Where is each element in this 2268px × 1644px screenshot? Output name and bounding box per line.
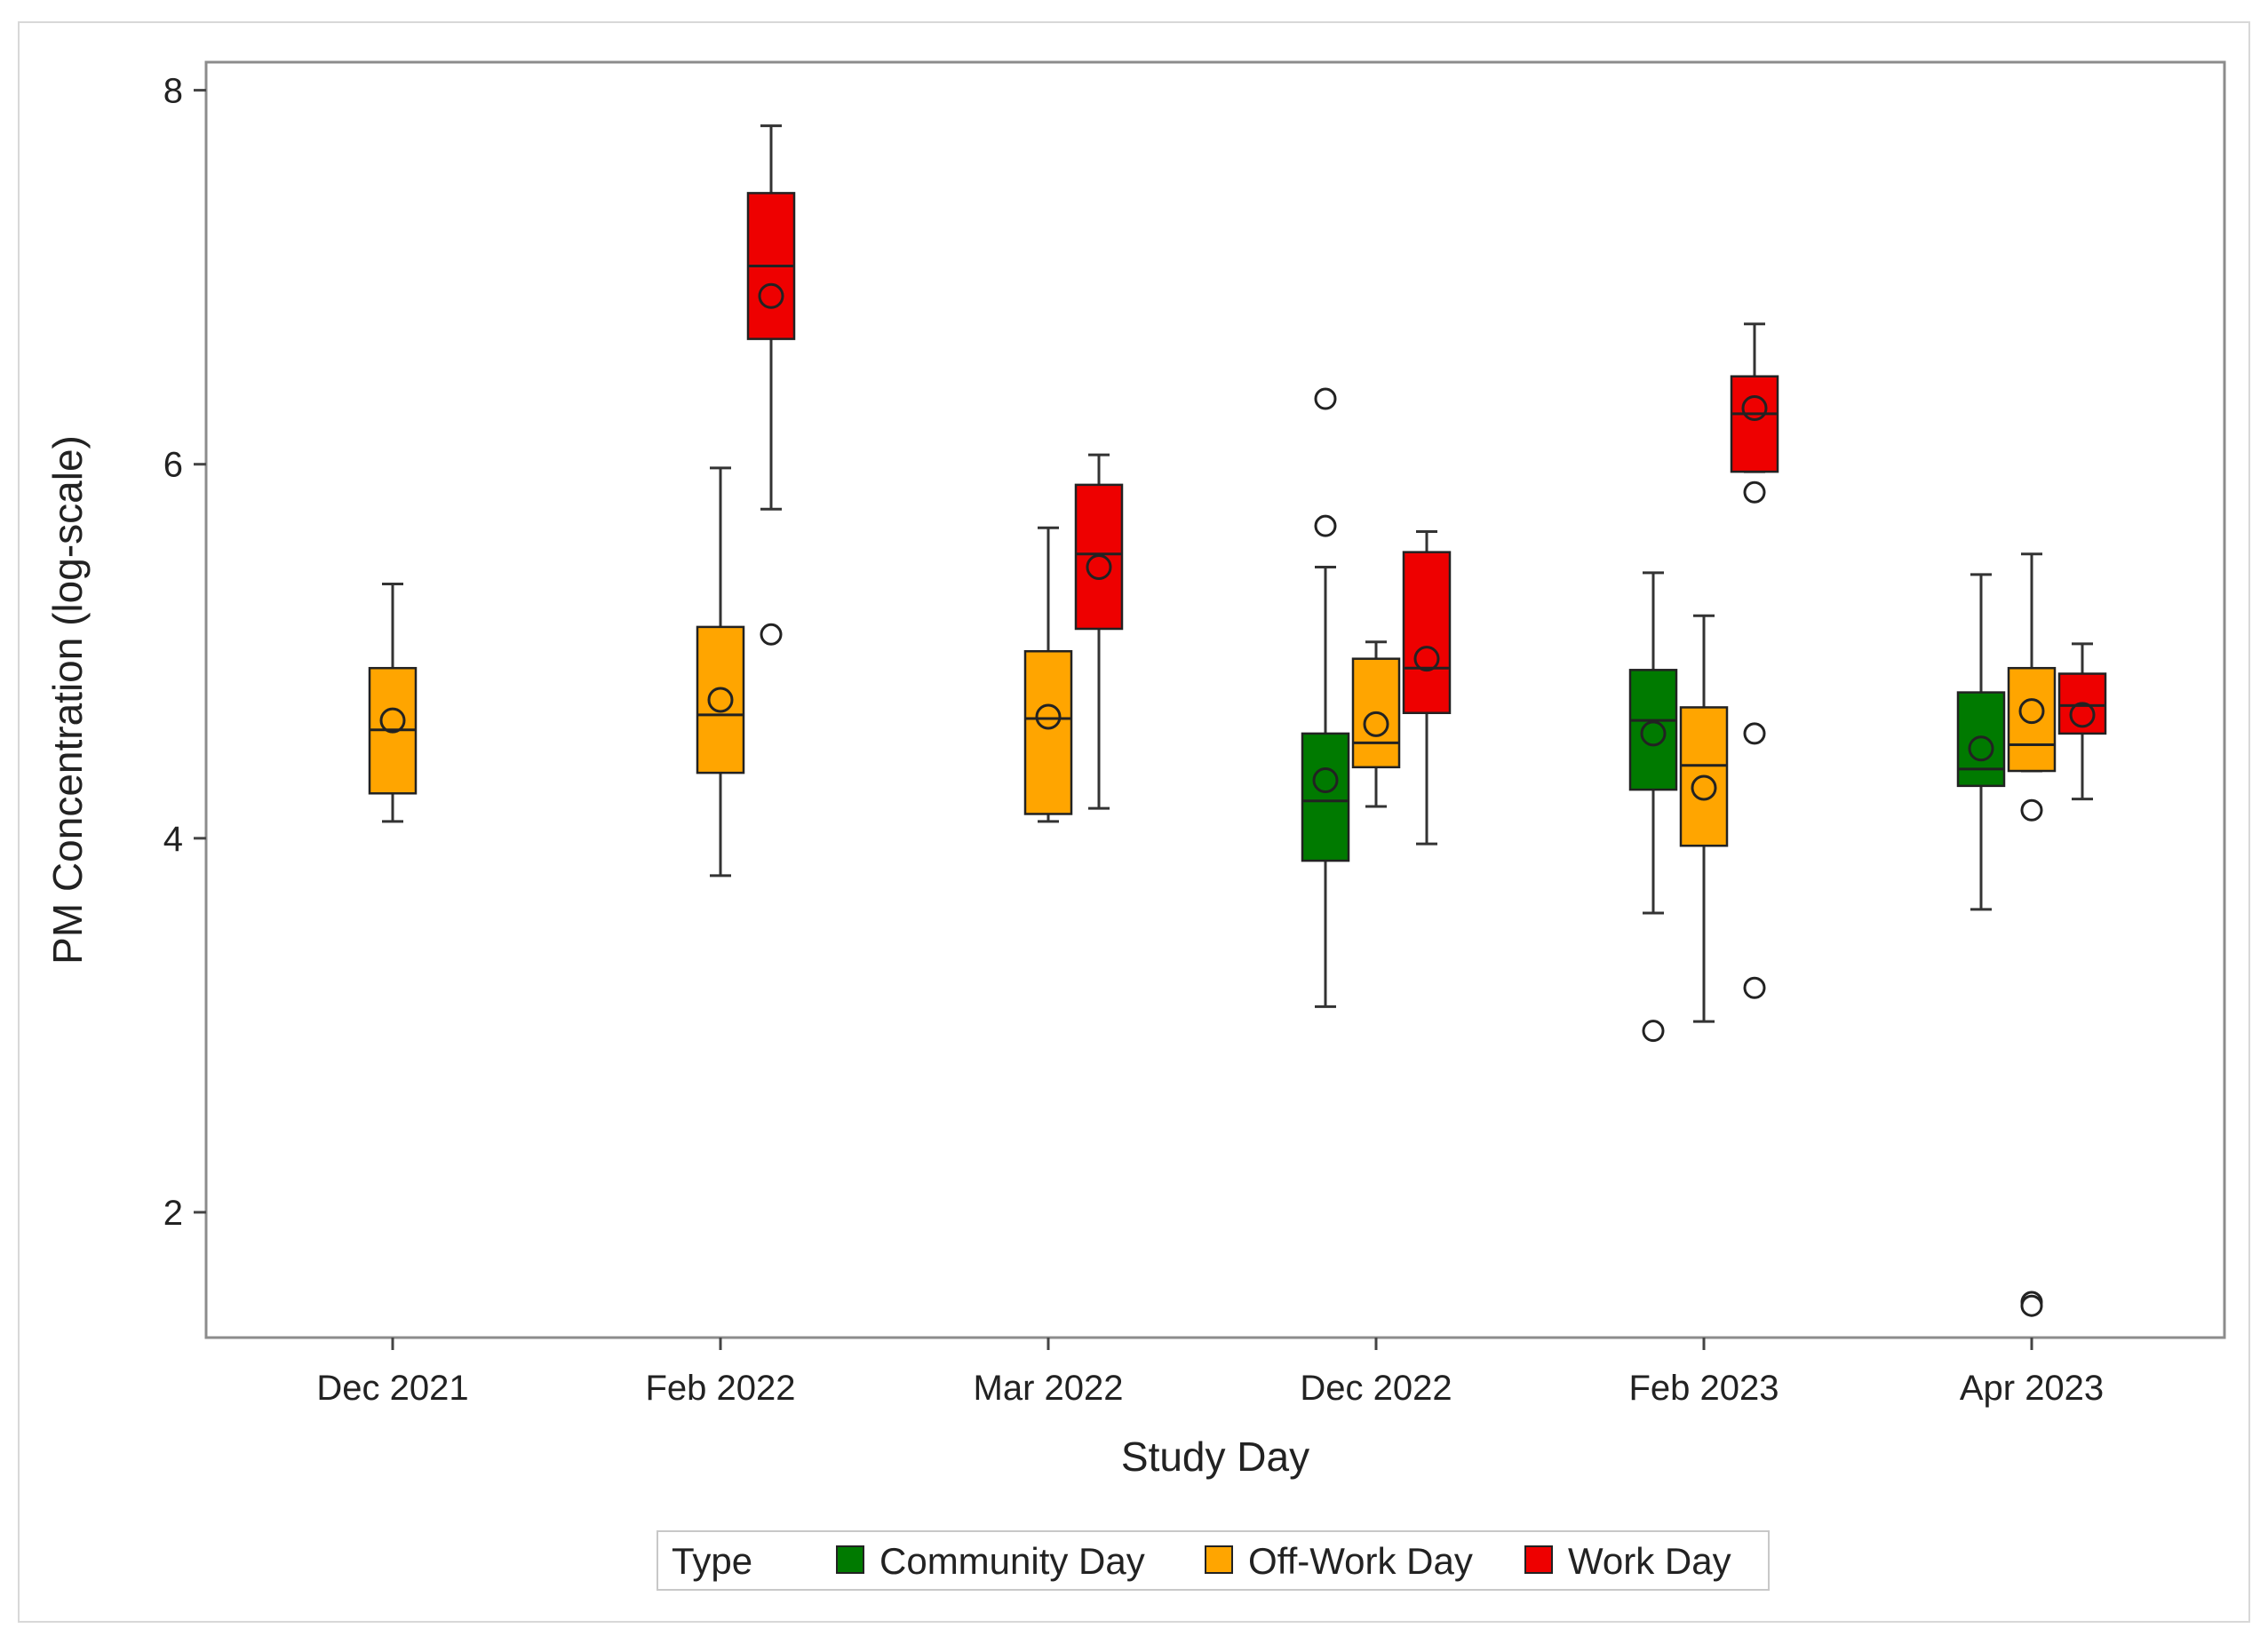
x-tick-label: Feb 2022 (645, 1369, 795, 1408)
x-tick-label: Mar 2022 (974, 1369, 1124, 1408)
y-tick-label: 6 (163, 446, 183, 485)
legend-label: Work Day (1568, 1540, 1731, 1582)
box-body (1351, 657, 1401, 769)
mean-marker (1413, 646, 1440, 672)
legend-label: Off-Work Day (1248, 1540, 1473, 1582)
outlier-point (1314, 387, 1337, 410)
box-body (1956, 691, 2006, 788)
legend-item: Work Day (1524, 1540, 1731, 1582)
outlier-point (1743, 480, 1766, 504)
box (1301, 387, 1350, 1008)
box-body (1730, 375, 1779, 473)
x-tick-label: Feb 2023 (1628, 1369, 1779, 1408)
y-axis-title: PM Concentration (log-scale) (44, 435, 91, 965)
y-axis: 2 4 6 8 (163, 72, 206, 1233)
x-tick-label: Dec 2022 (1300, 1369, 1452, 1408)
box-plot-chart: 2 4 6 8 Dec 2021 Feb 2022 Mar 2022 Dec 2022 Feb… (44, 60, 2226, 1591)
box (368, 582, 418, 823)
outlier-point (2020, 798, 2043, 822)
box-body (1301, 732, 1350, 862)
legend-items: Community Day Off-Work Day Work Day (836, 1540, 1731, 1582)
mean-marker (1741, 395, 1768, 422)
y-tick-label: 2 (163, 1194, 183, 1233)
y-tick-label: 8 (163, 72, 183, 111)
box (1402, 529, 1452, 846)
box (1956, 573, 2006, 911)
box-body (2007, 666, 2057, 773)
box-body (696, 625, 745, 774)
chart-frame: 2 4 6 8 Dec 2021 Feb 2022 Mar 2022 Dec 2022 Feb… (18, 21, 2250, 1623)
x-axis-title: Study Day (1121, 1434, 1309, 1480)
outlier-point (760, 623, 783, 646)
series-community-day (1301, 387, 2006, 1043)
mean-marker (2018, 698, 2045, 725)
legend-item: Off-Work Day (1205, 1540, 1473, 1582)
plot-area (204, 60, 2226, 1339)
mean-marker (1312, 767, 1339, 794)
box (2057, 642, 2107, 801)
mean-marker (379, 707, 406, 734)
x-tick-label: Apr 2023 (1960, 1369, 2104, 1408)
mean-marker (2069, 702, 2096, 728)
legend: Type Community Day Off-Work Day Work Day (657, 1530, 1770, 1591)
outlier-point (1642, 1020, 1665, 1043)
box (1730, 322, 1779, 999)
legend-item: Community Day (836, 1540, 1145, 1582)
box (1023, 526, 1073, 823)
legend-label: Community Day (879, 1540, 1145, 1582)
mean-marker (1691, 774, 1717, 801)
box-body (1023, 650, 1073, 815)
mean-marker (707, 687, 734, 713)
y-tick-label: 4 (163, 820, 183, 859)
series-work-day (746, 124, 2107, 999)
mean-marker (1086, 554, 1112, 581)
mean-marker (1968, 735, 1994, 762)
series-off-work-day (368, 466, 2057, 1317)
box-body (1402, 551, 1452, 714)
mean-marker (1035, 703, 1062, 730)
mean-marker (1640, 720, 1667, 747)
outlier-point (1314, 514, 1337, 537)
plot-layer: 2 4 6 8 Dec 2021 Feb 2022 Mar 2022 Dec 2022 Feb… (163, 60, 2226, 1408)
mean-marker (758, 282, 784, 309)
box (1679, 614, 1729, 1023)
legend-title: Type (672, 1540, 752, 1582)
box (746, 124, 796, 646)
outlier-point (2020, 1294, 2043, 1317)
box (1628, 571, 1678, 1043)
box (696, 466, 745, 878)
legend-swatch (1205, 1545, 1233, 1574)
outlier-point (1743, 722, 1766, 745)
x-axis: Dec 2021 Feb 2022 Mar 2022 Dec 2022 Feb 2023… (316, 1338, 2104, 1408)
outlier-point (1743, 976, 1766, 999)
box (1351, 640, 1401, 808)
x-tick-label: Dec 2021 (316, 1369, 468, 1408)
box (1074, 453, 1124, 810)
legend-swatch (836, 1545, 864, 1574)
box (2007, 552, 2057, 1317)
mean-marker (1363, 711, 1389, 737)
box-body (1628, 669, 1678, 791)
box-series-group (368, 124, 2107, 1317)
legend-swatch (1524, 1545, 1553, 1574)
